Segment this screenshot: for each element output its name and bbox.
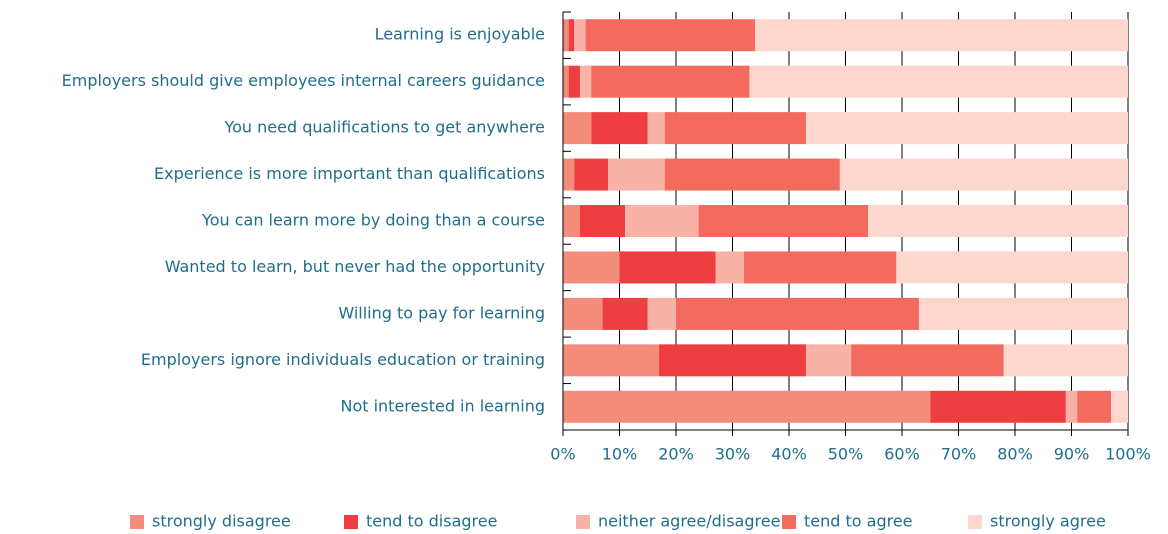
bar-segment — [602, 297, 648, 330]
x-tick-label: 10% — [602, 445, 638, 464]
legend-swatch — [782, 515, 796, 529]
bar-segment — [579, 65, 592, 98]
bar-segment — [591, 112, 648, 145]
bar-segment — [664, 158, 840, 191]
bar-segment — [715, 251, 744, 284]
legend-label: tend to disagree — [366, 512, 497, 531]
bar-segment — [1077, 390, 1112, 423]
legend-swatch — [130, 515, 144, 529]
bar-segment — [563, 344, 660, 377]
x-tick-label: 80% — [997, 445, 1033, 464]
x-tick-label: 60% — [884, 445, 920, 464]
bar-segment — [698, 205, 869, 237]
bar-segment — [563, 19, 569, 52]
legend-label: neither agree/disagree — [598, 512, 780, 531]
bar-segment — [568, 19, 575, 52]
bar-segment — [1111, 390, 1128, 423]
bar-segment — [930, 390, 1066, 423]
bar-segment — [868, 205, 1128, 237]
bar-segment — [608, 158, 665, 191]
bar-segment — [563, 65, 569, 98]
bar-segment — [647, 112, 665, 145]
bar-segment — [563, 251, 620, 284]
y-tick-label: Wanted to learn, but never had the oppor… — [165, 257, 545, 276]
bar-segment — [563, 112, 592, 145]
legend-label: tend to agree — [804, 512, 913, 531]
x-tick-label: 40% — [771, 445, 807, 464]
bar-segment — [839, 158, 1128, 191]
bar-segment — [1003, 344, 1128, 377]
bar-segment — [755, 19, 1128, 52]
bar-segment — [851, 344, 1004, 377]
y-tick-label: You can learn more by doing than a cours… — [201, 211, 545, 230]
x-tick-label: 0% — [550, 445, 575, 464]
bar-segment — [563, 297, 603, 330]
y-tick-label: Employers ignore individuals education o… — [141, 350, 545, 369]
y-tick-label: Experience is more important than qualif… — [154, 164, 545, 183]
bar-segment — [805, 344, 852, 377]
legend-label: strongly disagree — [152, 512, 291, 531]
x-tick-label: 70% — [941, 445, 977, 464]
bar-segment — [563, 390, 931, 423]
bar-segment — [659, 344, 806, 377]
x-tick-label: 20% — [658, 445, 694, 464]
bar-segment — [1065, 390, 1078, 423]
y-tick-label: Willing to pay for learning — [338, 303, 545, 322]
bar-segment — [563, 205, 580, 237]
bar-segment — [563, 158, 575, 191]
bar-segment — [743, 251, 897, 284]
bar-segment — [676, 297, 919, 330]
legend-label: strongly agree — [990, 512, 1106, 531]
bar-segment — [574, 158, 609, 191]
legend-swatch — [344, 515, 358, 529]
bar-segment — [647, 297, 676, 330]
legend-swatch — [576, 515, 590, 529]
bar-segment — [585, 19, 756, 52]
bar-segment — [896, 251, 1128, 284]
bar-segment — [918, 297, 1128, 330]
bar-segment — [574, 19, 586, 52]
x-tick-label: 30% — [715, 445, 751, 464]
y-tick-label: You need qualifications to get anywhere — [223, 118, 545, 137]
y-tick-label: Employers should give employees internal… — [62, 71, 545, 90]
bar-segment — [619, 251, 716, 284]
x-tick-label: 90% — [1054, 445, 1090, 464]
bar-segment — [664, 112, 806, 145]
x-tick-label: 100% — [1105, 445, 1151, 464]
bar-segment — [579, 205, 626, 237]
legend-swatch — [968, 515, 982, 529]
bar-segment — [625, 205, 699, 237]
x-tick-label: 50% — [828, 445, 864, 464]
bar-segment — [805, 112, 1128, 145]
bar-segment — [591, 65, 750, 98]
y-tick-label: Learning is enjoyable — [375, 25, 545, 44]
bar-segment — [749, 65, 1128, 98]
y-tick-label: Not interested in learning — [340, 396, 545, 415]
bar-segment — [568, 65, 580, 98]
